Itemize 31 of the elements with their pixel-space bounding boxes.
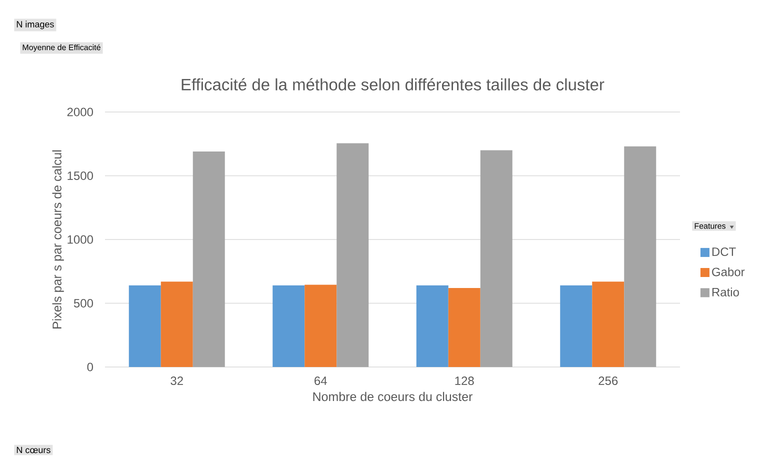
bar — [128, 285, 161, 367]
bar — [480, 150, 512, 367]
text: Moyenne de Efficacité — [22, 44, 100, 52]
bar — [592, 282, 624, 367]
chart-title: Efficacité de la méthode selon différentes tailles de cluster — [182, 78, 604, 90]
y-tick-label: 0 — [87, 362, 94, 372]
x-tick-label: 256 — [598, 376, 618, 386]
x-tick-label: 64 — [314, 376, 327, 386]
legend-label: Gabor — [712, 267, 745, 276]
legend-label: Ratio — [712, 288, 739, 296]
bar — [336, 143, 369, 367]
y-tick-label: 2000 — [67, 108, 93, 116]
legend-label: DCT — [712, 248, 736, 256]
y-axis-title: Pixels par s par coeurs de calcul — [52, 150, 64, 328]
legend-title: Features — [694, 223, 726, 229]
bar — [448, 288, 480, 367]
x-axis-title: Nombre de coeurs du cluster — [313, 392, 473, 402]
bar — [160, 282, 193, 367]
bar — [416, 285, 448, 367]
y-tick-label: 500 — [74, 299, 93, 308]
text: N cœurs — [16, 446, 50, 454]
bar — [272, 285, 305, 367]
bar — [624, 146, 656, 367]
bar — [192, 152, 225, 367]
text: N images — [16, 20, 54, 30]
bar — [560, 285, 592, 367]
y-tick-label: 1500 — [68, 172, 93, 180]
x-tick-label: 32 — [170, 376, 183, 386]
x-tick-label: 128 — [455, 376, 474, 386]
bar — [304, 284, 337, 367]
y-tick-label: 1000 — [68, 235, 93, 244]
